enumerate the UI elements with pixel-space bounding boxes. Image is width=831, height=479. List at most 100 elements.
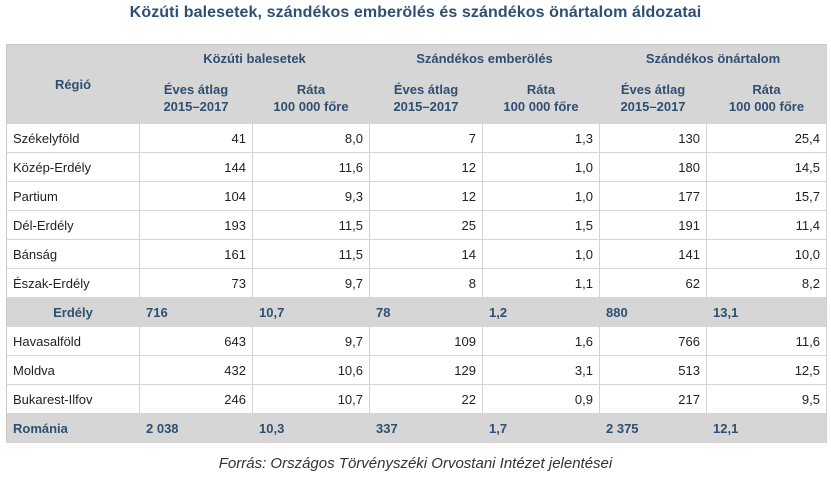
region-cell: Székelyföld	[6, 123, 140, 153]
value-cell: 104	[139, 181, 253, 211]
value-cell: 11,5	[252, 239, 370, 269]
value-cell: 129	[369, 355, 483, 385]
region-cell: Havasalföld	[6, 326, 140, 356]
value-cell: 766	[599, 326, 707, 356]
value-cell: 11,4	[706, 210, 827, 240]
value-cell: 25,4	[706, 123, 827, 153]
value-cell: 1,7	[482, 413, 600, 443]
value-cell: 180	[599, 152, 707, 182]
region-cell: Erdély	[6, 297, 140, 327]
value-cell: 643	[139, 326, 253, 356]
header-rate: Ráta 100 000 főre	[706, 72, 827, 124]
value-cell: 12	[369, 152, 483, 182]
table-row: Dél-Erdély 193 11,5 25 1,5 191 11,4	[6, 210, 827, 240]
value-cell: 161	[139, 239, 253, 269]
value-cell: 246	[139, 384, 253, 414]
value-cell: 1,0	[482, 152, 600, 182]
value-cell: 109	[369, 326, 483, 356]
value-cell: 11,5	[252, 210, 370, 240]
value-cell: 193	[139, 210, 253, 240]
value-cell: 14,5	[706, 152, 827, 182]
subtotal-row-erdely: Erdély 716 10,7 78 1,2 880 13,1	[6, 297, 827, 327]
region-cell: Partium	[6, 181, 140, 211]
table-row: Bukarest-Ilfov 246 10,7 22 0,9 217 9,5	[6, 384, 827, 414]
table-title: Közúti balesetek, szándékos emberölés és…	[129, 4, 702, 21]
value-cell: 12,1	[706, 413, 827, 443]
data-table: Régió Közúti balesetek Szándékos emberöl…	[6, 44, 827, 443]
header-group-selfharm: Szándékos önártalom	[599, 44, 827, 73]
header-avg: Éves átlag 2015–2017	[599, 72, 707, 124]
value-cell: 1,1	[482, 268, 600, 298]
region-cell: Bánság	[6, 239, 140, 269]
value-cell: 191	[599, 210, 707, 240]
value-cell: 73	[139, 268, 253, 298]
value-cell: 7	[369, 123, 483, 153]
table-row: Közép-Erdély 144 11,6 12 1,0 180 14,5	[6, 152, 827, 182]
value-cell: 9,5	[706, 384, 827, 414]
table-row: Havasalföld 643 9,7 109 1,6 766 11,6	[6, 326, 827, 356]
region-cell: Észak-Erdély	[6, 268, 140, 298]
value-cell: 11,6	[706, 326, 827, 356]
table-row: Moldva 432 10,6 129 3,1 513 12,5	[6, 355, 827, 385]
header-rate: Ráta 100 000 főre	[252, 72, 370, 124]
value-cell: 15,7	[706, 181, 827, 211]
header-avg: Éves átlag 2015–2017	[369, 72, 483, 124]
source-note: Forrás: Országos Törvényszéki Orvostani …	[218, 455, 613, 472]
value-cell: 10,6	[252, 355, 370, 385]
value-cell: 13,1	[706, 297, 827, 327]
total-row-romania: Románia 2 038 10,3 337 1,7 2 375 12,1	[6, 413, 827, 443]
value-cell: 432	[139, 355, 253, 385]
value-cell: 217	[599, 384, 707, 414]
value-cell: 9,7	[252, 268, 370, 298]
value-cell: 10,3	[252, 413, 370, 443]
value-cell: 12	[369, 181, 483, 211]
value-cell: 41	[139, 123, 253, 153]
value-cell: 2 375	[599, 413, 707, 443]
table-row: Partium 104 9,3 12 1,0 177 15,7	[6, 181, 827, 211]
value-cell: 880	[599, 297, 707, 327]
value-cell: 22	[369, 384, 483, 414]
value-cell: 8,0	[252, 123, 370, 153]
header-avg: Éves átlag 2015–2017	[139, 72, 253, 124]
value-cell: 1,2	[482, 297, 600, 327]
value-cell: 716	[139, 297, 253, 327]
header-group-homicide: Szándékos emberölés	[369, 44, 600, 73]
region-cell: Közép-Erdély	[6, 152, 140, 182]
header-group-road: Közúti balesetek	[139, 44, 370, 73]
value-cell: 12,5	[706, 355, 827, 385]
value-cell: 9,7	[252, 326, 370, 356]
table-row: Székelyföld 41 8,0 7 1,3 130 25,4	[6, 123, 827, 153]
value-cell: 1,6	[482, 326, 600, 356]
value-cell: 3,1	[482, 355, 600, 385]
value-cell: 1,0	[482, 239, 600, 269]
region-cell: Bukarest-Ilfov	[6, 384, 140, 414]
value-cell: 8	[369, 268, 483, 298]
value-cell: 337	[369, 413, 483, 443]
value-cell: 10,7	[252, 384, 370, 414]
value-cell: 2 038	[139, 413, 253, 443]
header-rate: Ráta 100 000 főre	[482, 72, 600, 124]
value-cell: 177	[599, 181, 707, 211]
value-cell: 8,2	[706, 268, 827, 298]
value-cell: 10,0	[706, 239, 827, 269]
value-cell: 513	[599, 355, 707, 385]
value-cell: 11,6	[252, 152, 370, 182]
value-cell: 14	[369, 239, 483, 269]
value-cell: 1,3	[482, 123, 600, 153]
value-cell: 78	[369, 297, 483, 327]
table-row: Bánság 161 11,5 14 1,0 141 10,0	[6, 239, 827, 269]
value-cell: 0,9	[482, 384, 600, 414]
value-cell: 1,0	[482, 181, 600, 211]
value-cell: 25	[369, 210, 483, 240]
value-cell: 9,3	[252, 181, 370, 211]
region-cell: Moldva	[6, 355, 140, 385]
table-row: Észak-Erdély 73 9,7 8 1,1 62 8,2	[6, 268, 827, 298]
header-region: Régió	[6, 44, 140, 124]
value-cell: 130	[599, 123, 707, 153]
value-cell: 10,7	[252, 297, 370, 327]
value-cell: 141	[599, 239, 707, 269]
value-cell: 144	[139, 152, 253, 182]
region-cell: Románia	[6, 413, 140, 443]
value-cell: 62	[599, 268, 707, 298]
region-cell: Dél-Erdély	[6, 210, 140, 240]
